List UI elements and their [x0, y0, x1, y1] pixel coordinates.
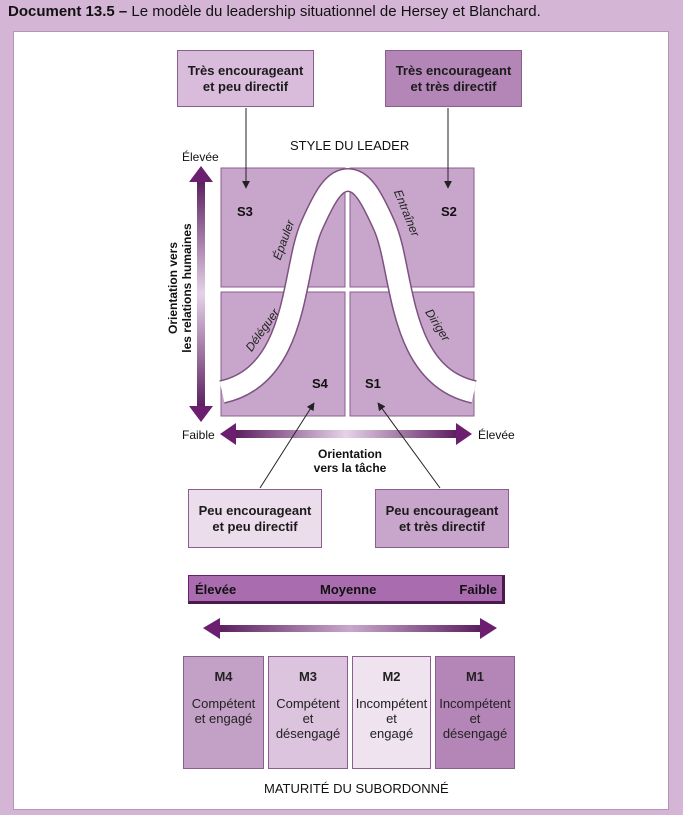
- maturity-desc-m2: Incompétent et engagé: [355, 696, 428, 741]
- maturity-desc-m3: Compétent et désengagé: [275, 696, 341, 741]
- quadrant-label-s2: S2: [441, 204, 457, 219]
- y-axis-arrow-up: [189, 166, 213, 182]
- bell-curve-fill: [219, 169, 477, 403]
- y-axis-bar: [197, 180, 205, 408]
- maturity-box-m3: M3 Compétent et désengagé: [268, 656, 348, 769]
- maturity-scale-bar: Élevée Moyenne Faible: [188, 575, 505, 604]
- maturity-arrow-right: [480, 618, 497, 639]
- maturity-arrow-left: [203, 618, 220, 639]
- x-axis-arrow-left: [220, 423, 236, 445]
- y-axis-title: Orientation vers les relations humaines: [166, 223, 194, 353]
- maturity-high-label: Élevée: [195, 582, 237, 597]
- quadrant-label-s4: S4: [312, 376, 328, 391]
- x-axis-arrow-right: [456, 423, 472, 445]
- maturity-code-m1: M1: [465, 669, 485, 684]
- maturity-code-m3: M3: [298, 669, 318, 684]
- leader-style-label: STYLE DU LEADER: [290, 138, 410, 153]
- x-axis-high-label: Élevée: [478, 428, 515, 442]
- style-box-low-support-high-direction: Peu encourageant et très directif: [375, 489, 509, 548]
- style-box-high-support-low-direction: Très encourageant et peu directif: [177, 50, 314, 107]
- maturity-mid-label: Moyenne: [320, 582, 377, 597]
- style-box-low-support-low-direction: Peu encourageant et peu directif: [188, 489, 322, 548]
- maturity-box-m4: M4 Compétent et engagé: [183, 656, 264, 769]
- maturity-title: MATURITÉ DU SUBORDONNÉ: [264, 781, 449, 796]
- maturity-code-m4: M4: [214, 669, 233, 684]
- maturity-low-label: Faible: [459, 582, 497, 597]
- maturity-desc-m4: Compétent et engagé: [191, 696, 256, 726]
- maturity-box-m2: M2 Incompétent et engagé: [352, 656, 431, 769]
- maturity-box-m1: M1 Incompétent et désengagé: [435, 656, 515, 769]
- maturity-desc-m1: Incompétent et désengagé: [439, 696, 511, 741]
- document-title: Document 13.5 – Le modèle du leadership …: [8, 3, 541, 20]
- pointer-bottom-left: [259, 402, 315, 489]
- y-axis-low-label: Faible: [182, 428, 215, 442]
- maturity-code-m2: M2: [382, 669, 401, 684]
- x-axis-title: Orientation vers la tâche: [313, 447, 387, 475]
- maturity-arrow-bar: [218, 625, 482, 632]
- y-axis-high-label: Élevée: [182, 150, 219, 164]
- pointer-bottom-right: [377, 402, 441, 489]
- y-axis-arrow-down: [189, 406, 213, 422]
- style-box-high-support-high-direction: Très encourageant et très directif: [385, 50, 522, 107]
- x-axis-bar: [234, 430, 458, 438]
- quadrant-label-s1: S1: [365, 376, 381, 391]
- quadrant-label-s3: S3: [237, 204, 253, 219]
